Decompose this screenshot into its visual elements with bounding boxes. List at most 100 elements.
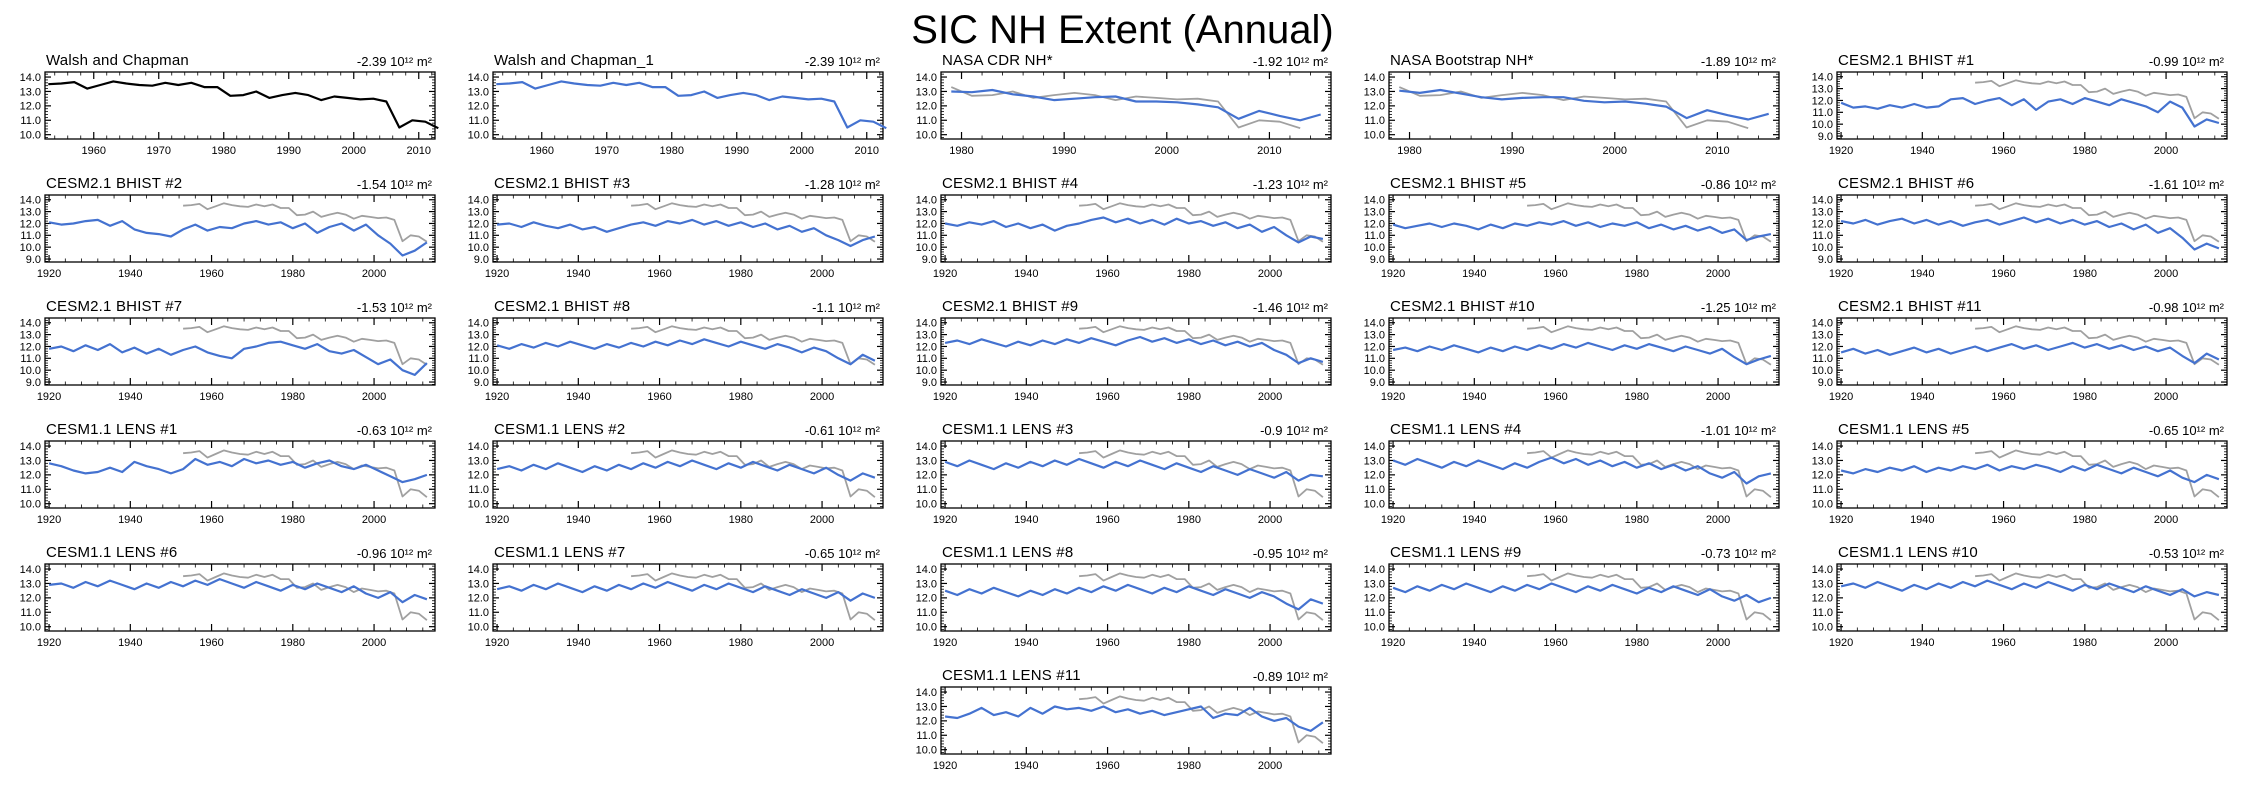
panel-title: CESM1.1 LENS #9 xyxy=(1390,544,1522,561)
panel-header: CESM1.1 LENS #9 -0.73 10¹² m² xyxy=(1390,540,1776,561)
tick-label: 12.0 xyxy=(1364,593,1385,605)
tick-label: 1920 xyxy=(1829,514,1853,526)
tick-label: 1960 xyxy=(1095,391,1119,403)
main-series-line xyxy=(48,340,428,377)
tick-label: 1980 xyxy=(2073,145,2097,157)
tick-label: 1920 xyxy=(933,637,957,649)
tick-label: 1960 xyxy=(199,268,223,280)
plot-box xyxy=(940,71,1332,140)
obs-line xyxy=(1079,572,1324,621)
tick-label: 1980 xyxy=(729,637,753,649)
tick-label: 1960 xyxy=(1991,391,2015,403)
plot-box xyxy=(44,71,436,140)
tick-label: 13.0 xyxy=(916,329,937,341)
tick-label: 12.0 xyxy=(468,101,489,113)
tick-label: 1940 xyxy=(118,268,142,280)
tick-label: 1980 xyxy=(1177,637,1201,649)
chart-panel: CESM1.1 LENS #5 -0.65 10¹² m² 14.0 13.0 12.0… xyxy=(1800,417,2238,540)
tick-label: 1980 xyxy=(1625,514,1649,526)
panel-trend-value: -0.73 10¹² m² xyxy=(1700,546,1776,561)
panel-header: CESM1.1 LENS #5 -0.65 10¹² m² xyxy=(1838,417,2224,438)
plot-box xyxy=(1388,317,1780,386)
tick-label: 1960 xyxy=(1991,637,2015,649)
panel-title: CESM2.1 BHIST #4 xyxy=(942,175,1079,192)
tick-label: 1920 xyxy=(933,391,957,403)
tick-label: 11.0 xyxy=(1364,484,1385,496)
main-series-line xyxy=(944,705,1324,733)
tick-label: 1970 xyxy=(595,145,619,157)
tick-label: 9.0 xyxy=(922,377,937,389)
tick-label: 1920 xyxy=(485,391,509,403)
tick-label: 14.0 xyxy=(1364,564,1385,576)
tick-label: 2000 xyxy=(1706,514,1730,526)
tick-label: 9.0 xyxy=(1818,254,1833,266)
panel-header: CESM1.1 LENS #10 -0.53 10¹² m² xyxy=(1838,540,2224,561)
chart-panel: CESM2.1 BHIST #1 -0.99 10¹² m² 14.0 13.0 12.… xyxy=(1800,48,2238,171)
panel-trend-value: -0.86 10¹² m² xyxy=(1700,177,1776,192)
tick-label: 1960 xyxy=(1095,760,1119,772)
panel-trend-value: -1.25 10¹² m² xyxy=(1700,300,1776,315)
obs-line xyxy=(1527,449,1772,498)
tick-label: 10.0 xyxy=(468,129,489,141)
tick-label: 11.0 xyxy=(916,115,937,127)
tick-label: 10.0 xyxy=(1364,129,1385,141)
tick-label: 1920 xyxy=(37,514,61,526)
chart-panel: CESM1.1 LENS #4 -1.01 10¹² m² 14.0 13.0 12.0… xyxy=(1352,417,1790,540)
tick-label: 1980 xyxy=(1625,637,1649,649)
tick-label: 13.0 xyxy=(1364,206,1385,218)
main-series-line xyxy=(1392,341,1772,366)
tick-label: 14.0 xyxy=(20,441,41,453)
panel-title: CESM1.1 LENS #1 xyxy=(46,421,178,438)
panel-trend-value: -0.65 10¹² m² xyxy=(804,546,880,561)
tick-label: 12.0 xyxy=(20,470,41,482)
plot-box xyxy=(492,440,884,509)
tick-label: 13.0 xyxy=(1812,206,1833,218)
chart-panel: Walsh and Chapman_1 -2.39 10¹² m² 14.0 13.0… xyxy=(456,48,894,171)
tick-label: 1940 xyxy=(1014,760,1038,772)
tick-label: 1960 xyxy=(1095,268,1119,280)
panel-title: CESM2.1 BHIST #9 xyxy=(942,298,1079,315)
panel-trend-value: -1.28 10¹² m² xyxy=(804,177,880,192)
tick-label: 1970 xyxy=(147,145,171,157)
tick-label: 1940 xyxy=(566,391,590,403)
tick-label: 13.0 xyxy=(916,701,937,713)
tick-label: 12.0 xyxy=(916,593,937,605)
main-series-line xyxy=(944,583,1324,611)
tick-label: 14.0 xyxy=(20,195,41,207)
tick-label: 12.0 xyxy=(916,470,937,482)
obs-line xyxy=(631,572,876,621)
tick-label: 11.0 xyxy=(468,230,489,242)
tick-label: 13.0 xyxy=(1364,86,1385,98)
panel-plot: 14.0 13.0 12.0 11.0 10.0 1920 1940 1960 1980 2000 xyxy=(916,563,1332,649)
tick-label: 1960 xyxy=(1543,637,1567,649)
tick-label: 1920 xyxy=(37,391,61,403)
panel-trend-value: -0.61 10¹² m² xyxy=(804,423,880,438)
tick-label: 1940 xyxy=(1462,514,1486,526)
plot-box xyxy=(44,440,436,509)
tick-label: 2000 xyxy=(790,145,814,157)
panel-header: Walsh and Chapman -2.39 10¹² m² xyxy=(46,48,432,69)
tick-label: 1940 xyxy=(566,637,590,649)
tick-label: 2000 xyxy=(1706,637,1730,649)
tick-label: 11.0 xyxy=(20,607,41,619)
tick-label: 13.0 xyxy=(916,578,937,590)
tick-label: 14.0 xyxy=(20,564,41,576)
panel-plot: 14.013.012.011.010.09.0 1920 1940 1960 1980 2… xyxy=(1364,317,1780,403)
obs-line xyxy=(183,572,428,621)
main-series-line xyxy=(1840,463,2220,484)
obs-line xyxy=(1975,449,2220,498)
tick-label: 1990 xyxy=(1052,145,1076,157)
tick-label: 14.0 xyxy=(1812,441,1833,453)
tick-label: 14.0 xyxy=(1364,441,1385,453)
tick-label: 12.0 xyxy=(20,341,41,353)
tick-label: 1960 xyxy=(82,145,106,157)
tick-label: 1940 xyxy=(566,268,590,280)
tick-label: 2000 xyxy=(1258,637,1282,649)
chart-panel: CESM1.1 LENS #9 -0.73 10¹² m² 14.0 13.0 12.0… xyxy=(1352,540,1790,663)
tick-label: 1980 xyxy=(1177,514,1201,526)
tick-label: 1920 xyxy=(1381,637,1405,649)
tick-label: 1940 xyxy=(1014,637,1038,649)
tick-label: 12.0 xyxy=(1812,218,1833,230)
chart-panel: CESM1.1 LENS #7 -0.65 10¹² m² 14.0 13.0 12.0… xyxy=(456,540,894,663)
panel-trend-value: -0.98 10¹² m² xyxy=(2148,300,2224,315)
